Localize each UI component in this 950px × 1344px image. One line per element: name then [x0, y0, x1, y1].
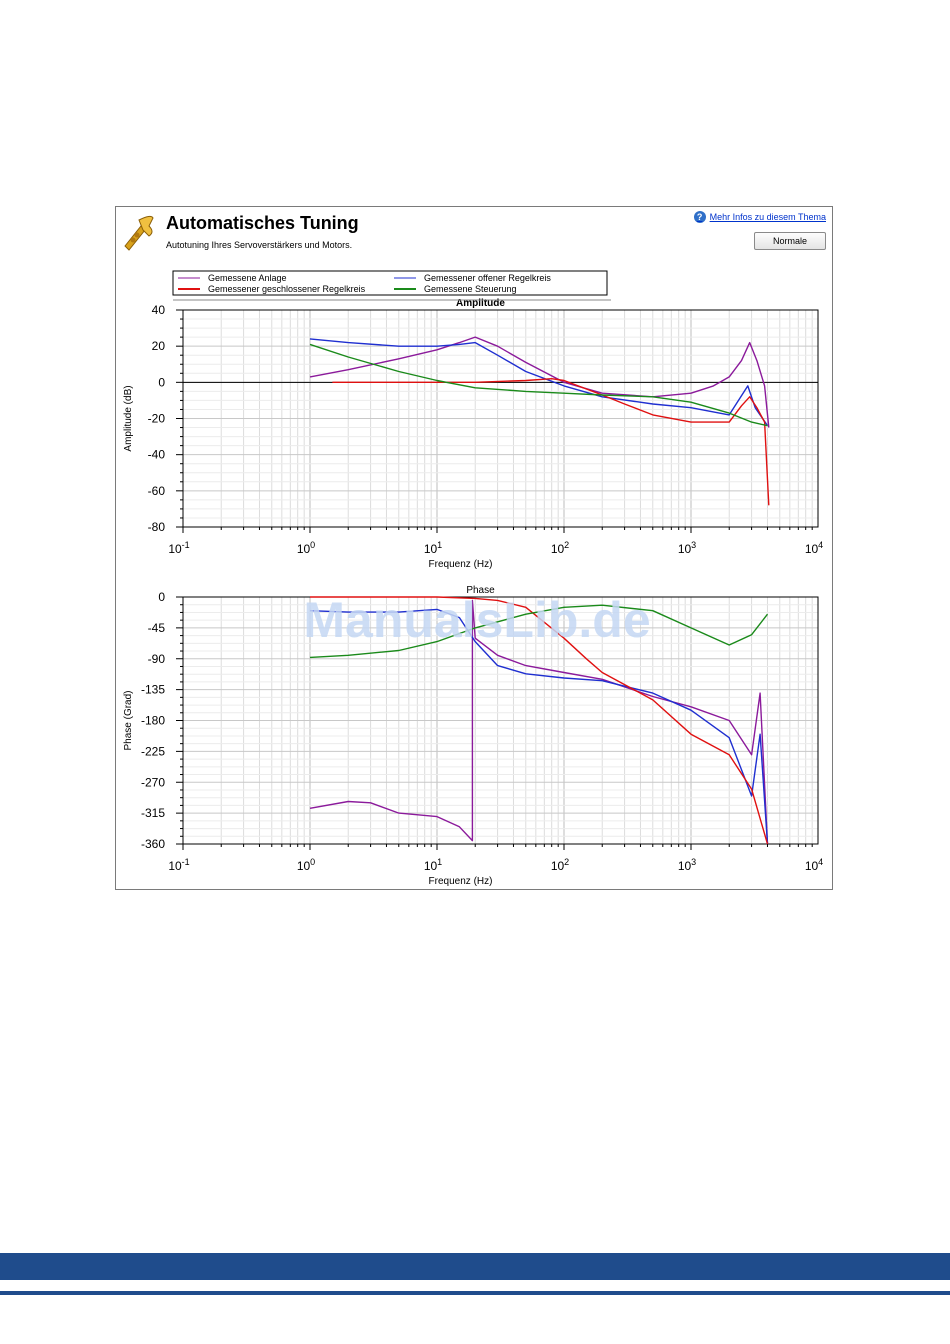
y-tick-label: -360 [141, 837, 165, 851]
legend-entry: Gemessener geschlossener Regelkreis [208, 284, 366, 294]
y-tick-label: 0 [158, 590, 165, 604]
y-tick-label: -180 [141, 714, 165, 728]
legend-entry: Gemessene Steuerung [424, 284, 517, 294]
y-axis-label: Phase (Grad) [123, 690, 134, 750]
x-tick-label: 101 [424, 857, 442, 873]
legend-entry: Gemessene Anlage [208, 273, 287, 283]
x-axis-label: Frequenz (Hz) [429, 559, 493, 570]
y-tick-label: 40 [152, 303, 166, 317]
x-tick-label: 100 [297, 540, 315, 556]
x-tick-label: 100 [297, 857, 315, 873]
x-tick-label: 103 [678, 540, 696, 556]
y-tick-label: -60 [148, 484, 166, 498]
x-tick-label: 103 [678, 857, 696, 873]
x-tick-label: 102 [551, 540, 569, 556]
y-tick-label: -80 [148, 520, 166, 534]
footer-band [0, 1253, 950, 1280]
x-tick-label: 102 [551, 857, 569, 873]
y-tick-label: -135 [141, 683, 165, 697]
y-tick-label: -45 [148, 621, 166, 635]
y-tick-label: -90 [148, 652, 166, 666]
y-tick-label: -270 [141, 775, 165, 789]
watermark-text: ManualsLib.de [303, 592, 650, 648]
x-axis-label: Frequenz (Hz) [429, 876, 493, 887]
x-tick-label: 10-1 [168, 540, 189, 556]
x-tick-label: 104 [805, 540, 823, 556]
y-tick-label: -20 [148, 412, 166, 426]
y-tick-label: -40 [148, 448, 166, 462]
x-tick-label: 104 [805, 857, 823, 873]
x-tick-label: 101 [424, 540, 442, 556]
y-tick-label: -315 [141, 806, 165, 820]
y-tick-label: 0 [158, 375, 165, 389]
y-tick-label: 20 [152, 339, 166, 353]
auto-tuning-window: Automatisches Tuning Autotuning Ihres Se… [115, 206, 833, 890]
footer-line [0, 1291, 950, 1295]
y-tick-label: -225 [141, 744, 165, 758]
legend-entry: Gemessener offener Regelkreis [424, 273, 551, 283]
y-axis-label: Amplitude (dB) [123, 385, 134, 451]
chart-legend: Gemessene Anlage Gemessener offener Regel… [173, 271, 611, 300]
x-tick-label: 10-1 [168, 857, 189, 873]
